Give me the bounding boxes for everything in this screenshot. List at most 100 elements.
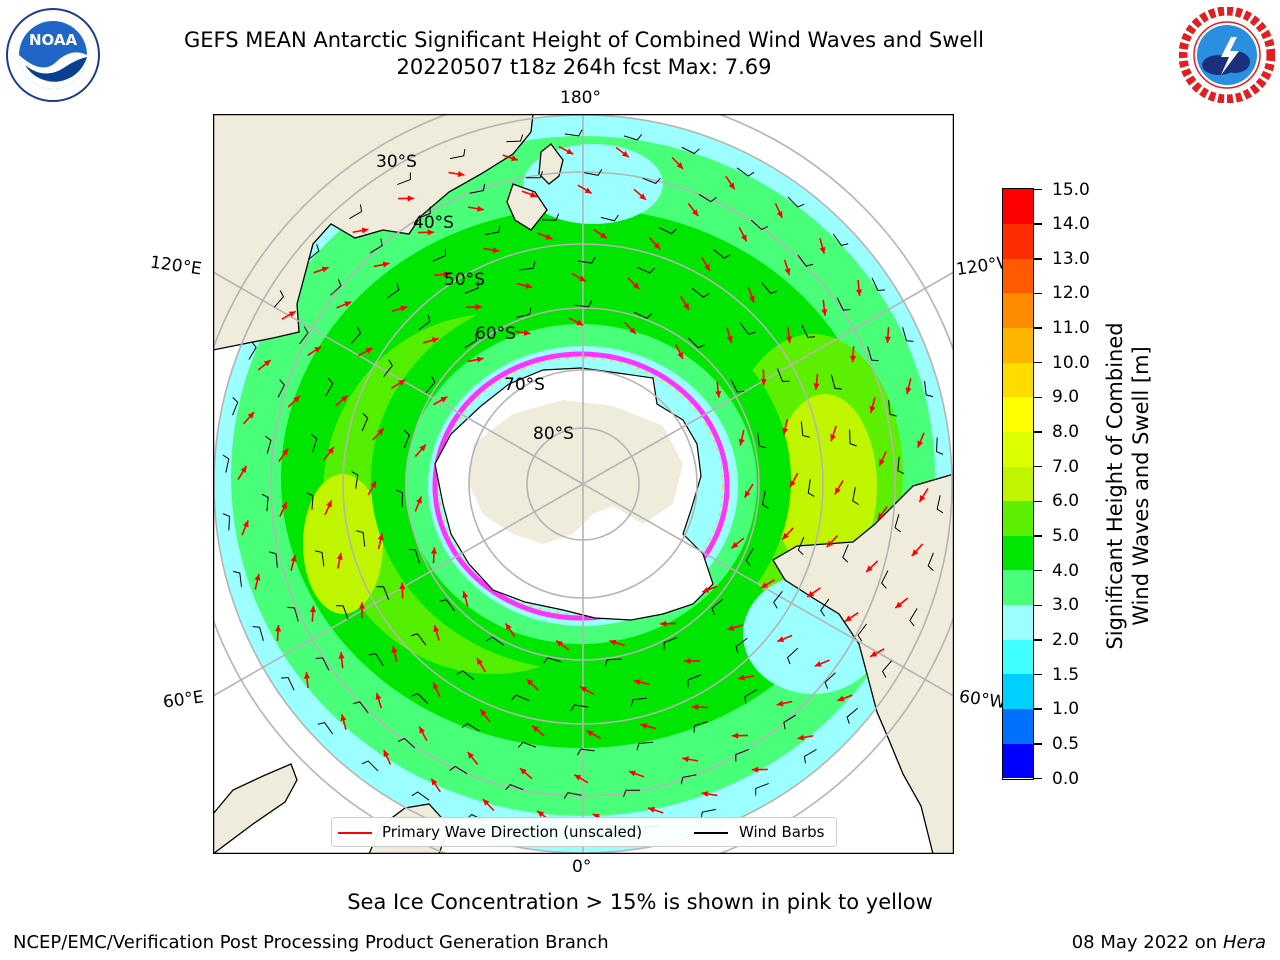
wind-barb [269,551,278,568]
wave-direction-arrow [537,232,553,240]
wave-direction-arrow [398,195,415,202]
lat-label-80s: 80°S [533,424,574,444]
wave-direction-arrow [465,303,483,311]
wind-barb [349,204,363,220]
colorbar-tick-label: 6.0 [1052,491,1080,512]
wind-barb [881,660,893,678]
wind-barb [395,489,404,507]
colorbar-segment [1003,708,1033,744]
wave-direction-arrow [391,305,408,313]
wind-barb [350,326,362,344]
wind-barb [369,238,383,254]
wind-barb [486,636,504,646]
wave-direction-arrow [257,359,272,371]
wind-barb [541,213,560,221]
wave-direction-arrow [367,480,377,496]
colorbar-tick-mark [1034,223,1042,225]
wave-direction-arrow [776,700,793,707]
wind-barb [397,737,416,749]
wind-barb [927,552,934,571]
wind-barb [570,704,589,712]
wind-barb [368,653,384,666]
colorbar-tick-mark [1034,188,1042,191]
wind-barb [630,697,647,707]
wind-barb [849,429,857,447]
wind-barb [909,608,918,627]
wave-direction-arrow [340,714,347,730]
wind-barb [824,672,836,689]
wind-barb [807,479,815,497]
wave-direction-arrow [418,726,428,742]
colorbar-tick-label: 14.0 [1052,214,1090,235]
wave-direction-arrow [423,337,439,344]
map-panel [213,114,954,854]
wind-barb [261,493,269,512]
wind-barb [681,146,700,155]
wave-direction-arrow [701,585,718,593]
wave-direction-arrow [309,605,317,622]
wind-barb [745,548,754,567]
wave-direction-arrow [237,465,248,480]
noaa-logo-text: NOAA [29,31,78,49]
wind-barb [600,214,619,222]
colorbar-tick-label: 11.0 [1052,318,1090,339]
wind-barb [857,623,867,642]
wave-direction-arrow [577,184,593,194]
wave-direction-arrow [430,778,441,793]
wind-barb [687,337,705,349]
colorbar-tick-mark [1034,569,1042,572]
wave-direction-arrow [738,226,748,242]
colorbar-tick-label: 7.0 [1052,456,1080,477]
wind-barb [299,326,309,345]
colorbar-tick-mark [1034,396,1042,399]
wave-direction-arrow [813,373,820,390]
wave-direction-arrow [701,790,718,797]
wind-barb [356,530,366,547]
colorbar-segment [1003,500,1033,536]
legend-wave-label: Primary Wave Direction (unscaled) [382,823,643,841]
wind-barb [757,432,767,449]
wave-direction-arrow [483,247,500,254]
wave-direction-arrow [242,411,255,425]
wind-barb [456,670,475,680]
wave-direction-arrow [307,345,322,356]
lat-label-30s: 30°S [376,152,417,172]
wind-barb [894,514,901,533]
lon-label-bottom: 0° [572,857,592,877]
wind-barb [432,248,447,262]
wind-barb [361,760,379,772]
wind-barb [526,171,544,179]
wind-barb [330,279,342,296]
wind-barb [265,435,272,454]
wave-direction-and-wind-barbs [222,129,944,839]
wind-barb [315,657,330,671]
wave-direction-arrow [377,533,384,550]
colorbar-tick-label: 10.0 [1052,352,1090,373]
wave-direction-arrow [313,266,329,274]
wave-direction-arrow [568,317,584,326]
wave-direction-arrow [391,379,406,389]
colorbar-tick-mark [1034,465,1042,468]
wind-barb [576,748,595,756]
colorbar-tick-label: 5.0 [1052,525,1080,546]
wind-barb [871,277,885,291]
wind-barb [773,591,783,609]
colorbar-tick-label: 13.0 [1052,248,1090,269]
wave-direction-arrow [774,203,783,219]
lon-label-lower-right: 60°W [957,686,1008,714]
footer-host: Hera [1222,932,1266,953]
wind-barb [232,397,239,416]
colorbar-segment [1003,743,1033,779]
wave-direction-arrow [687,203,699,217]
wind-barb [755,782,769,796]
wind-barb [469,183,486,194]
wave-direction-arrow [715,381,722,398]
wind-barb [787,196,805,208]
colorbar-segment [1003,466,1033,502]
wind-barb [361,412,369,432]
wind-barb [658,226,677,235]
wind-barb [277,379,285,398]
colorbar-tick-label: 2.0 [1052,629,1080,650]
wave-direction-arrow [521,190,538,198]
wave-direction-arrow [383,749,392,765]
